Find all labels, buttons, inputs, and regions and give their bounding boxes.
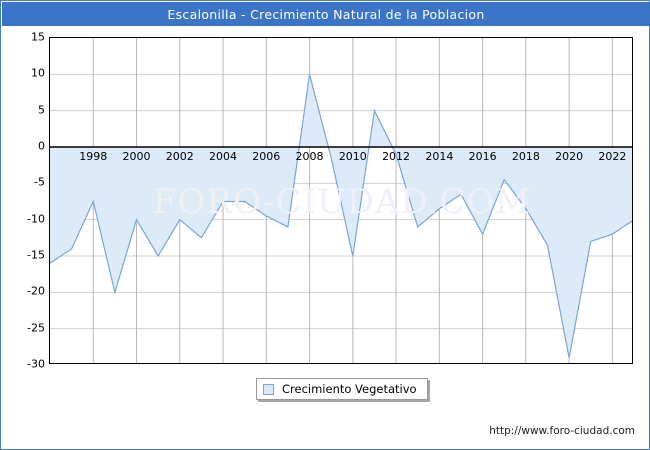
x-axis-tick-label: 2014 <box>425 150 454 163</box>
x-axis-tick-label: 1998 <box>79 150 108 163</box>
plot-wrapper: 15 10 5 0 -5 -10 -15 -20 -25 -30 FORO-CIUDAD.COM … <box>1 26 650 416</box>
x-axis-tick-label: 2000 <box>122 150 151 163</box>
y-axis-tick-label: 5 <box>38 103 45 117</box>
y-axis-tick-label: -5 <box>34 175 45 189</box>
x-axis-tick-label: 2008 <box>295 150 324 163</box>
x-axis-tick-label: 2022 <box>598 150 627 163</box>
x-axis-tick-label: 2004 <box>209 150 238 163</box>
x-axis-tick-label: 2020 <box>555 150 584 163</box>
x-axis-tick-label: 2016 <box>468 150 497 163</box>
page-title: Escalonilla - Crecimiento Natural de la … <box>167 6 485 22</box>
y-axis-tick-label: 15 <box>31 30 45 44</box>
window-title-bar: Escalonilla - Crecimiento Natural de la … <box>2 2 650 26</box>
x-axis-tick-label: 2018 <box>511 150 540 163</box>
x-axis-tick-label: 2012 <box>382 150 411 163</box>
y-axis-labels: 15 10 5 0 -5 -10 -15 -20 -25 -30 <box>1 31 650 371</box>
chart-legend[interactable]: Crecimiento Vegetativo <box>256 378 428 400</box>
x-axis-tick-label: 2010 <box>338 150 367 163</box>
x-axis-tick-label: 2006 <box>252 150 281 163</box>
y-axis-tick-label: -30 <box>27 357 45 371</box>
footer-url[interactable]: http://www.foro-ciudad.com <box>489 425 635 437</box>
y-axis-tick-label: -20 <box>27 284 45 298</box>
y-axis-tick-label: 10 <box>31 66 45 80</box>
y-axis-tick-label: 0 <box>38 139 45 153</box>
legend-swatch-icon <box>263 383 274 395</box>
y-axis-tick-label: -25 <box>27 321 45 335</box>
legend-label: Crecimiento Vegetativo <box>282 382 417 396</box>
x-axis-tick-label: 2002 <box>165 150 194 163</box>
y-axis-tick-label: -10 <box>27 212 45 226</box>
chart-svg <box>50 38 632 363</box>
y-axis-tick-label: -15 <box>27 248 45 262</box>
plot-area: FORO-CIUDAD.COM 1998 2000 2002 2004 2006 2008… <box>49 37 633 364</box>
